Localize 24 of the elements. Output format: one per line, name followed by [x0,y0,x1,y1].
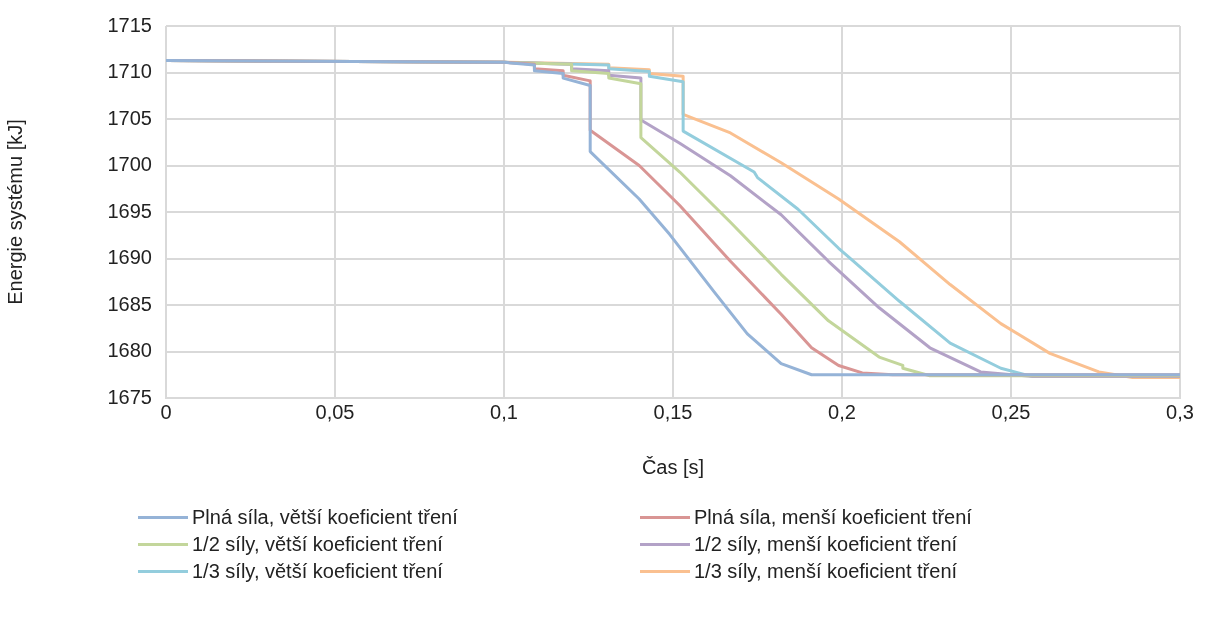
y-axis-title: Energie systému [kJ] [3,119,26,305]
x-tick-label: 0,05 [315,400,355,423]
x-tick-label: 0,3 [1166,400,1194,423]
y-tick-label: 1705 [107,106,152,129]
legend-label: Plná síla, větší koeficient tření [192,506,458,529]
y-tick-label: 1710 [107,60,152,83]
x-axis-title: Čas [s] [641,455,705,478]
legend-label: 1/2 síly, menší koeficient tření [694,533,958,556]
y-tick-label: 1715 [107,13,152,36]
y-tick-label: 1685 [107,292,152,315]
y-tick-label: 1680 [107,339,152,362]
y-tick-label: 1675 [107,385,152,408]
x-tick-label: 0 [160,400,172,423]
x-tick-label: 0,15 [653,400,693,423]
y-tick-label: 1690 [107,246,152,269]
legend-label: 1/3 síly, menší koeficient tření [694,560,958,583]
x-tick-label: 0,1 [490,400,518,423]
legend-label: 1/2 síly, větší koeficient tření [192,533,443,556]
y-tick-label: 1695 [107,199,152,222]
x-tick-label: 0,2 [828,400,856,423]
legend-label: 1/3 síly, větší koeficient tření [192,560,443,583]
y-tick-label: 1700 [107,153,152,176]
x-tick-label: 0,25 [991,400,1031,423]
legend-label: Plná síla, menší koeficient tření [694,506,972,529]
